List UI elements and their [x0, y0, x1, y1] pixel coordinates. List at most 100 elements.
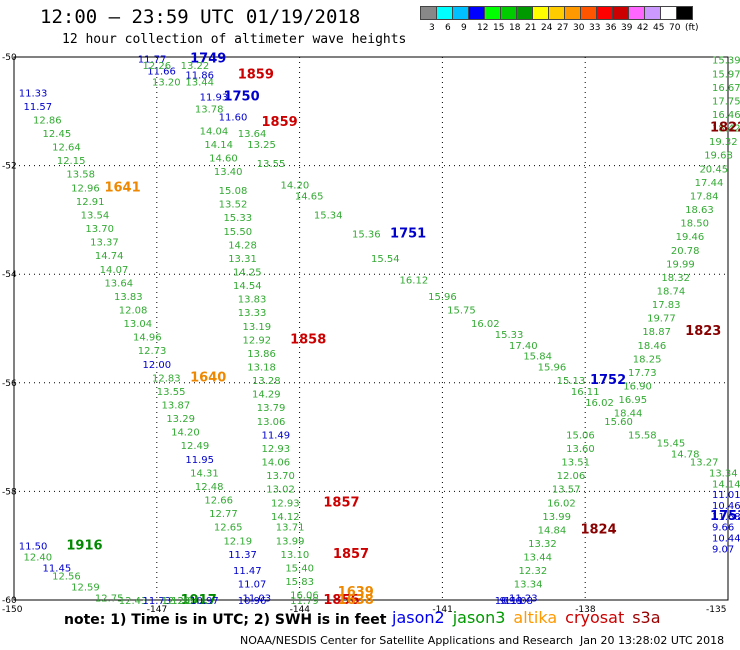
satellite-legend: jason2 jason3 altika cryosat s3a [392, 608, 669, 627]
legend-entry-cryosat: cryosat [565, 608, 625, 627]
wave-height-value: 11.45 [43, 563, 72, 574]
wave-height-value: 15.06 [566, 430, 595, 441]
wave-height-value: 18.50 [680, 219, 709, 230]
wave-height-value: 11.73 [143, 596, 172, 607]
wave-height-value: 13.54 [81, 210, 110, 221]
wave-height-value: 13.99 [276, 536, 305, 547]
wave-height-value: 11.07 [238, 580, 267, 591]
wave-height-value: 13.32 [528, 539, 557, 550]
wave-height-value: 12.96 [71, 183, 100, 194]
wave-height-value: 11.03 [242, 593, 271, 604]
wave-height-value: 10.46 [712, 501, 740, 512]
chart-title: 12:00 — 23:59 UTC 01/19/2018 [40, 6, 361, 28]
wave-height-value: 13.87 [162, 401, 191, 412]
wave-height-value: 15.33 [223, 213, 252, 224]
wave-height-value: 17.40 [509, 341, 538, 352]
wave-height-value: 18.44 [614, 409, 643, 420]
wave-height-value: 16.12 [400, 276, 429, 287]
wave-height-value: 9.07 [712, 544, 734, 555]
wave-height-value: 13.70 [85, 224, 114, 235]
wave-height-value: 13.83 [114, 292, 143, 303]
colorbar-label: (ft) [685, 23, 699, 33]
wave-height-value: 12.75 [95, 593, 124, 604]
wave-height-value: 13.27 [690, 458, 719, 469]
latitude-label: -58 [2, 487, 17, 497]
wave-height-value: 19.99 [666, 259, 695, 270]
wave-height-value: 10.44 [712, 534, 740, 545]
wave-height-value: 13.10 [281, 550, 310, 561]
generation-timestamp: Jan 20 13:28:02 UTC 2018 [580, 634, 725, 647]
wave-height-value: 13.04 [123, 319, 152, 330]
wave-height-value: 15.75 [447, 305, 476, 316]
wave-height-value: 14.78 [671, 449, 700, 460]
pass-time-label: 1859 [238, 67, 274, 82]
longitude-label: -141 [432, 605, 452, 615]
pass-time-label: 1640 [190, 370, 226, 385]
colorbar-label: 3 [429, 23, 435, 33]
wave-height-value: 14.65 [295, 191, 324, 202]
wave-height-value: 11.08 [504, 596, 533, 607]
wave-height-value: 19.77 [647, 314, 676, 325]
pass-time-label: 1639 [338, 585, 374, 600]
wave-height-value: 10.96 [238, 596, 267, 607]
latitude-label: -54 [2, 270, 17, 280]
pass-time-label: 1917 [181, 593, 217, 608]
wave-height-value: 18.25 [633, 354, 662, 365]
pass-time-label: 1857 [323, 495, 359, 510]
wave-height-value: 12.49 [181, 441, 210, 452]
wave-height-value: 16.11 [571, 387, 600, 398]
pass-time-label: 1641 [104, 180, 140, 195]
wave-height-value: 13.28 [252, 376, 281, 387]
wave-height-value: 12.43 [119, 596, 148, 607]
wave-height-value: 13.71 [276, 523, 305, 534]
pass-time-label: 1859 [262, 115, 298, 130]
wave-height-value: 13.52 [219, 200, 248, 211]
wave-height-value: 13.55 [257, 159, 286, 170]
wave-height-value: 19.32 [709, 137, 738, 148]
wave-height-value: 12.20 [162, 596, 191, 607]
wave-height-value: 15.36 [352, 229, 381, 240]
pass-time-label: 1856 [323, 593, 359, 608]
wave-height-value: 16.67 [712, 83, 740, 94]
wave-height-value: 12.65 [214, 523, 243, 534]
wave-height-value: 12.84 [171, 596, 200, 607]
wave-height-value: 13.22 [181, 61, 210, 72]
wave-height-value: 18.63 [685, 205, 714, 216]
wave-height-value: 14.04 [200, 126, 229, 137]
wave-height-value: 15.50 [223, 227, 252, 238]
legend-entry-jason2: jason2 [392, 608, 445, 627]
wave-height-value: 12.93 [271, 498, 300, 509]
wave-height-value: 16.02 [471, 319, 500, 330]
wave-height-value: 15.54 [371, 254, 400, 265]
colorbar-label: 6 [445, 23, 451, 33]
colorbar-label: 42 [637, 23, 649, 33]
wave-height-value: 15.08 [219, 186, 248, 197]
colorbar-label: 36 [605, 23, 617, 33]
wave-height-value: 11.50 [19, 542, 48, 553]
wave-height-value: 15.83 [285, 577, 314, 588]
wave-height-value: 10.11 [495, 596, 524, 607]
wave-height-value: 13.51 [561, 458, 590, 469]
wave-height-value: 11.86 [185, 70, 214, 81]
wave-height-value: 15.58 [628, 430, 657, 441]
wave-height-value: 11.66 [147, 67, 176, 78]
wave-height-value: 11.37 [228, 550, 257, 561]
wave-height-value: 10.97 [190, 596, 219, 607]
wave-height-value: 17.84 [690, 191, 719, 202]
wave-height-value: 14.07 [100, 265, 129, 276]
wave-height-value: 13.18 [247, 363, 276, 374]
pass-time-label: 1638 [338, 593, 374, 608]
wave-height-value: 15.97 [712, 69, 740, 80]
pass-time-label: 1822 [710, 121, 740, 136]
wave-height-value: 11.47 [233, 566, 262, 577]
wave-height-value: 14.14 [712, 479, 740, 490]
wave-height-value: 12.00 [143, 360, 172, 371]
wave-height-value: 11.33 [19, 88, 48, 99]
longitude-label: -150 [2, 605, 23, 615]
wave-height-value: 17.44 [695, 178, 724, 189]
wave-height-value: 14.60 [209, 153, 238, 164]
wave-height-value: 12.45 [43, 129, 72, 140]
wave-height-value: 17.83 [652, 300, 681, 311]
wave-height-value: 11.77 [138, 55, 167, 66]
